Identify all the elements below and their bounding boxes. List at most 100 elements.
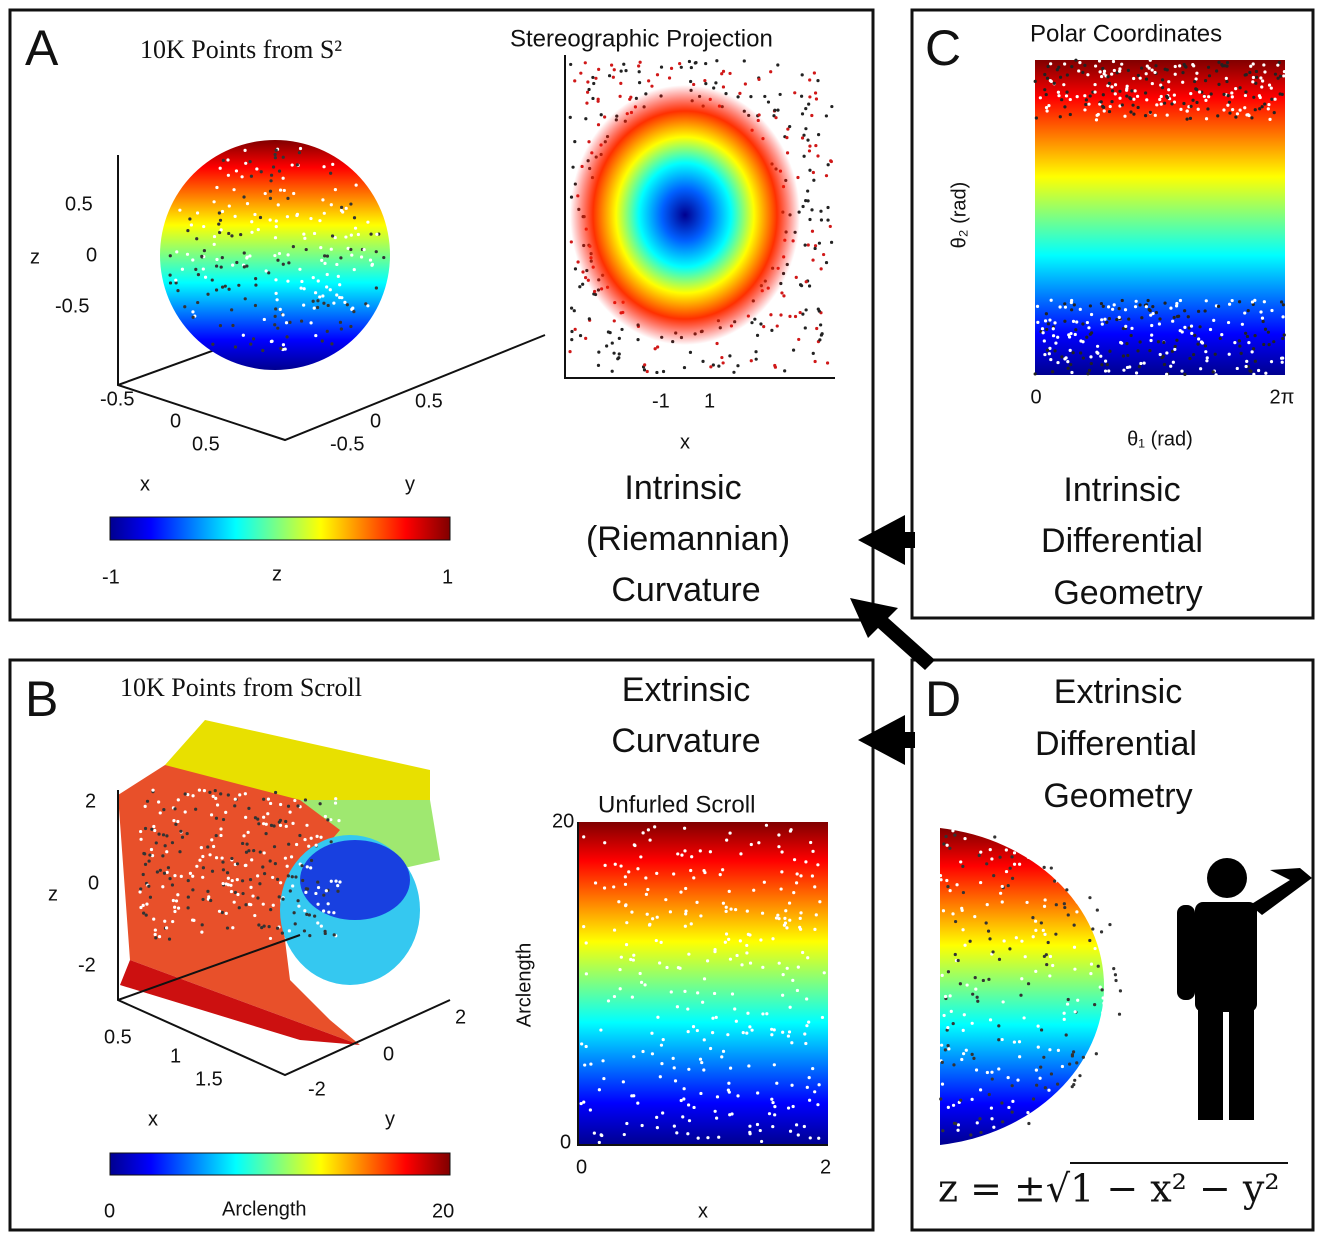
- dot: [1042, 954, 1046, 959]
- dot: [1097, 59, 1102, 63]
- dot: [1070, 65, 1074, 69]
- dot: [940, 1060, 944, 1064]
- dot: [269, 339, 273, 344]
- dot: [1101, 996, 1105, 1000]
- dot: [1172, 100, 1177, 104]
- dot: [143, 804, 147, 808]
- dot: [679, 1098, 683, 1103]
- dot: [696, 1136, 700, 1140]
- dot: [1074, 328, 1078, 332]
- dot: [1107, 109, 1112, 114]
- dot: [294, 875, 298, 879]
- dot: [1101, 304, 1105, 309]
- dot: [1026, 855, 1031, 859]
- dot: [704, 81, 708, 86]
- dot: [1251, 80, 1255, 84]
- dot: [266, 812, 270, 816]
- dot: [777, 961, 781, 965]
- dot: [660, 1062, 664, 1066]
- dot: [683, 989, 687, 993]
- dot: [638, 971, 642, 976]
- dot: [807, 1098, 812, 1102]
- dot: [1187, 326, 1191, 330]
- dot: [374, 286, 378, 290]
- dot: [273, 236, 278, 240]
- dot: [139, 837, 143, 841]
- dot: [250, 220, 254, 224]
- dot: [286, 804, 291, 808]
- dot: [788, 125, 792, 129]
- dot: [285, 864, 289, 868]
- dot: [1118, 89, 1122, 93]
- dot: [290, 875, 294, 879]
- dot: [138, 890, 142, 894]
- dot: [1220, 333, 1224, 337]
- dot: [1110, 100, 1114, 104]
- dot: [259, 170, 263, 174]
- dot: [325, 329, 329, 333]
- dot: [777, 845, 781, 849]
- dot: [191, 918, 195, 922]
- dot: [1069, 362, 1073, 367]
- dot: [990, 857, 994, 861]
- dot: [322, 165, 326, 169]
- dot: [586, 80, 590, 84]
- dot: [233, 345, 238, 349]
- dot: [214, 816, 219, 820]
- dot: [971, 992, 975, 996]
- dot: [1031, 1097, 1036, 1101]
- dot: [1040, 327, 1045, 331]
- dot: [961, 1028, 965, 1032]
- dot: [1010, 1110, 1014, 1114]
- dot: [1051, 963, 1055, 968]
- dot: [802, 133, 806, 137]
- dot: [257, 923, 261, 927]
- dot: [938, 874, 943, 878]
- dot: [808, 144, 812, 148]
- dot: [151, 788, 155, 792]
- dot: [278, 307, 282, 311]
- dot: [1048, 346, 1052, 350]
- dot: [323, 814, 327, 819]
- dot: [655, 370, 659, 375]
- dot: [1043, 898, 1047, 902]
- dot: [1079, 351, 1083, 355]
- dot: [1243, 311, 1247, 315]
- dot: [617, 336, 621, 340]
- dot: [263, 191, 267, 196]
- dot: [673, 1079, 678, 1083]
- dot: [1063, 62, 1067, 66]
- dot: [1215, 69, 1219, 73]
- dot: [299, 286, 303, 290]
- dot: [1250, 300, 1255, 304]
- dot: [295, 212, 300, 216]
- hemisphere: [940, 828, 1105, 1145]
- dot: [211, 342, 215, 346]
- dot: [141, 903, 145, 907]
- dot: [1151, 311, 1155, 316]
- dot: [752, 888, 756, 892]
- dot: [171, 919, 175, 924]
- dot: [1182, 62, 1186, 67]
- dot: [1107, 317, 1111, 321]
- dot: [669, 66, 674, 70]
- dot: [1035, 1083, 1039, 1087]
- dot: [943, 994, 948, 999]
- dot: [172, 819, 176, 823]
- dot: [1185, 117, 1189, 121]
- dot: [947, 1047, 951, 1051]
- dot: [773, 108, 777, 112]
- dot: [622, 1132, 626, 1137]
- dot: [733, 1007, 737, 1011]
- dot: [219, 827, 223, 831]
- dot: [596, 363, 601, 367]
- dot: [266, 797, 271, 801]
- dot: [1033, 372, 1037, 376]
- dot: [1056, 1082, 1060, 1086]
- dot: [249, 885, 253, 889]
- dot: [816, 154, 820, 158]
- dot: [1189, 324, 1194, 328]
- dot: [1065, 73, 1069, 77]
- dot: [1253, 359, 1257, 363]
- dot: [1041, 928, 1045, 932]
